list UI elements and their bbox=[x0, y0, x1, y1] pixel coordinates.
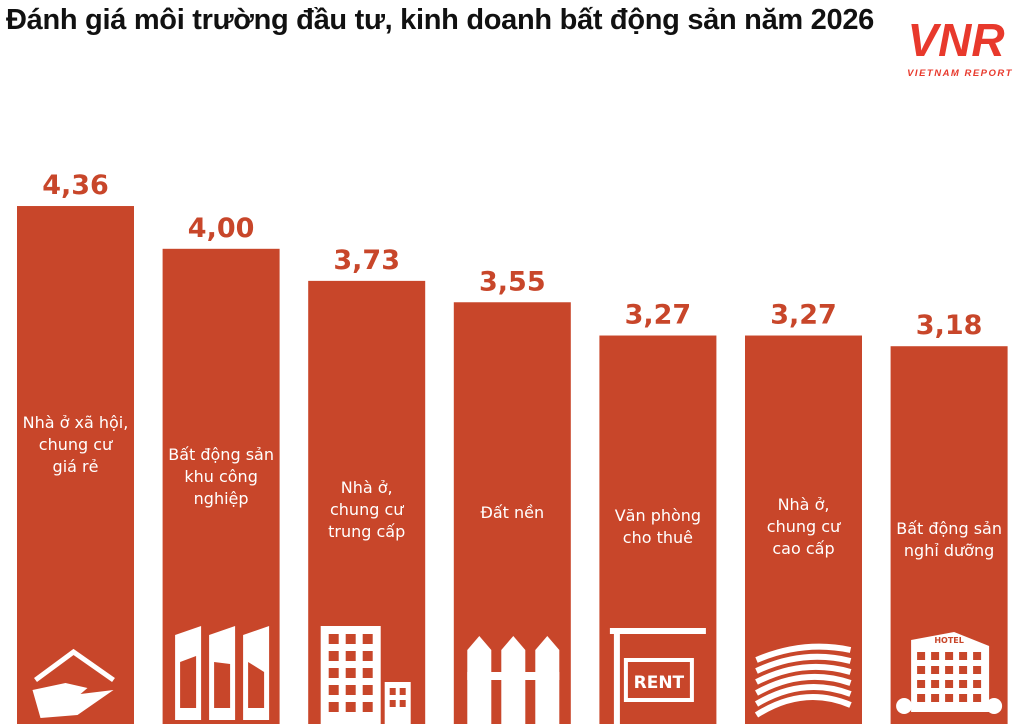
category-label: chung cư bbox=[39, 435, 113, 454]
bar-group: 3,18 Bất động sản nghỉ dưỡng HOTEL bbox=[890, 310, 1008, 724]
hotel-sign-text: HOTEL bbox=[934, 636, 964, 645]
value-label: 3,55 bbox=[479, 266, 546, 297]
hotel-icon: HOTEL bbox=[896, 632, 1003, 714]
category-label: chung cư bbox=[767, 517, 841, 536]
value-label: 4,36 bbox=[42, 170, 109, 201]
category-label: cao cấp bbox=[772, 539, 834, 558]
category-label: Nhà ở, bbox=[778, 495, 830, 514]
rent-sign-text: RENT bbox=[634, 673, 685, 693]
category-label: Văn phòng bbox=[615, 506, 701, 525]
value-label: 3,27 bbox=[770, 300, 837, 331]
category-label: nghiệp bbox=[194, 489, 249, 508]
bar-group: 4,00 Bất động sản khu công nghiệp bbox=[162, 213, 280, 724]
bar-group: 3,27 Nhà ở, chung cư cao cấp bbox=[745, 300, 862, 724]
vietnam-report-logo: VNR VIETNAM REPORT bbox=[907, 14, 1013, 79]
logo-text: VIETNAM REPORT bbox=[907, 68, 1013, 79]
industrial-buildings-icon bbox=[175, 626, 270, 720]
apartment-icon bbox=[320, 626, 411, 724]
value-label: 3,27 bbox=[625, 300, 692, 331]
category-label: chung cư bbox=[330, 500, 404, 519]
category-label: Nhà ở xã hội, bbox=[23, 413, 129, 432]
category-label: Đất nền bbox=[480, 503, 544, 522]
chart-title: Đánh giá môi trường đầu tư, kinh doanh b… bbox=[6, 4, 874, 36]
bar-group: 3,27 Văn phòng cho thuê RENT bbox=[599, 300, 717, 724]
value-label: 3,18 bbox=[916, 310, 983, 341]
category-label: giá rẻ bbox=[53, 457, 99, 476]
category-label: Bất động sản bbox=[896, 519, 1002, 538]
logo-mark: VNR bbox=[907, 14, 1004, 66]
bar-group: 4,36 Nhà ở xã hội, chung cư giá rẻ bbox=[17, 170, 134, 724]
house-hand-icon bbox=[32, 648, 115, 718]
category-label: khu công bbox=[184, 467, 258, 486]
category-label: Nhà ở, bbox=[341, 478, 393, 497]
rent-sign-icon: RENT bbox=[609, 628, 706, 724]
bar-group: 3,73 Nhà ở, chung cư trung cấp bbox=[308, 245, 426, 724]
curved-tower-icon bbox=[754, 643, 852, 718]
fence-icon bbox=[467, 636, 560, 724]
bar bbox=[17, 206, 134, 724]
category-label: trung cấp bbox=[328, 522, 405, 541]
category-label: cho thuê bbox=[623, 528, 693, 547]
bar-group: 3,55 Đất nền bbox=[453, 266, 571, 724]
value-label: 3,73 bbox=[333, 245, 400, 276]
category-label: Bất động sản bbox=[168, 445, 274, 464]
category-label: nghỉ dưỡng bbox=[904, 541, 994, 560]
value-label: 4,00 bbox=[188, 213, 255, 244]
